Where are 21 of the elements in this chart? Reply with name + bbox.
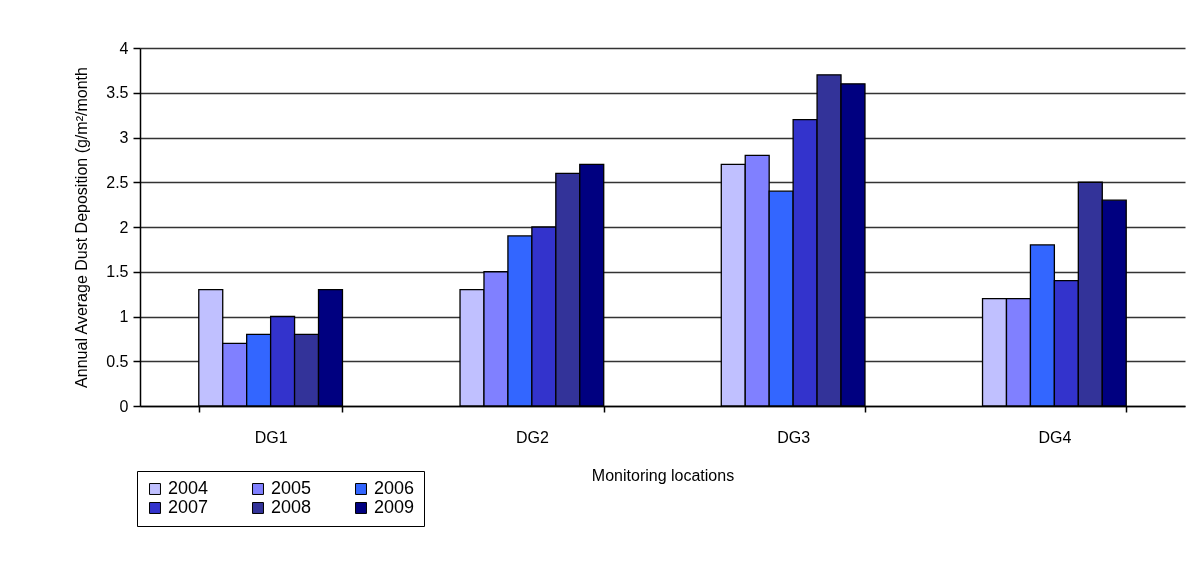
- y-tick-label: 3: [119, 129, 129, 146]
- legend-label: 2009: [374, 497, 415, 517]
- y-axis-title: Annual Average Dust Deposition (g/m²/month: [73, 67, 91, 388]
- y-tick-label: 1: [119, 308, 129, 325]
- legend-label: 2007: [168, 497, 209, 517]
- x-tick-label: DG2: [515, 428, 549, 446]
- x-tick-label: DG3: [777, 428, 811, 446]
- y-tick-label: 2.5: [106, 173, 129, 191]
- y-tick-label: 3.5: [106, 84, 129, 102]
- legend-label: 2005: [271, 478, 312, 498]
- y-tick-label: 4: [119, 39, 129, 57]
- x-tick-label: DG1: [254, 428, 288, 446]
- x-tick-label: DG4: [1038, 428, 1072, 446]
- y-tick-label: 2: [119, 218, 129, 236]
- y-tick-label: 0: [119, 397, 129, 415]
- legend-label: 2006: [374, 478, 415, 498]
- y-tick-label: 1.5: [106, 263, 129, 281]
- legend-label: 2004: [168, 478, 209, 498]
- x-axis-title: Monitoring locations: [591, 466, 735, 484]
- legend-label: 2008: [271, 497, 312, 517]
- y-tick-label: 0.5: [106, 352, 129, 370]
